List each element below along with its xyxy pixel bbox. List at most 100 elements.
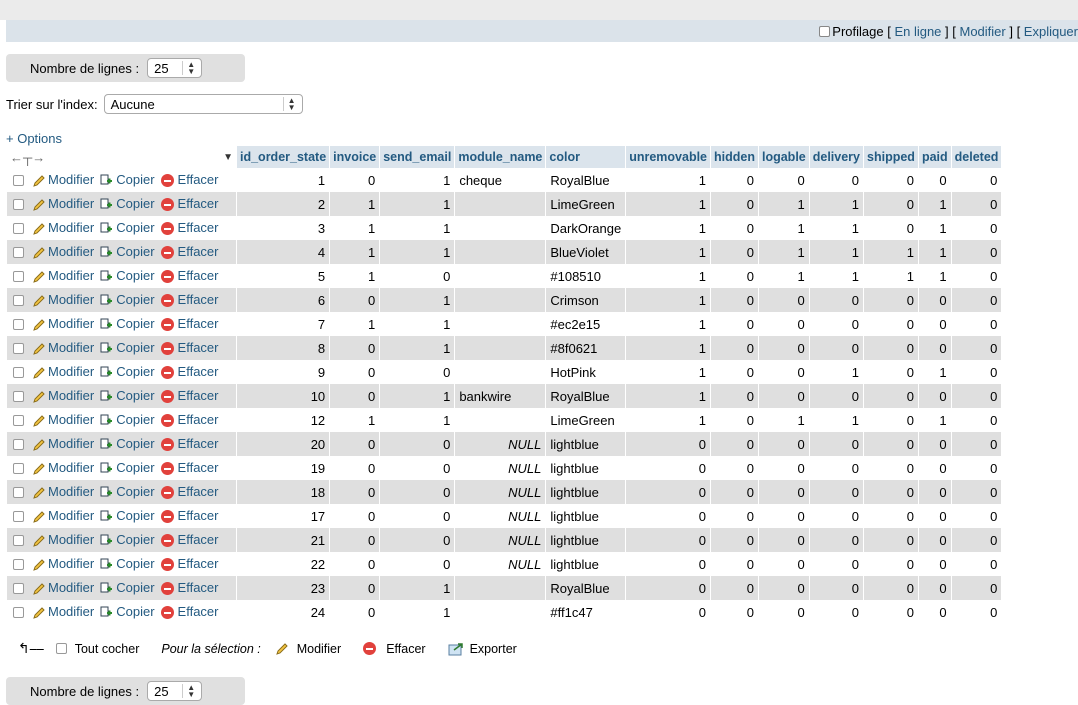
- row-checkbox[interactable]: [13, 175, 24, 187]
- cell-unremovable[interactable]: 1: [625, 192, 711, 216]
- column-header-color[interactable]: color: [545, 146, 626, 168]
- cell-deleted[interactable]: 0: [950, 408, 1002, 432]
- cell-invoice[interactable]: 0: [329, 360, 380, 384]
- cell-send-email[interactable]: 1: [379, 312, 455, 336]
- cell-paid[interactable]: 0: [917, 528, 952, 552]
- cell-hidden[interactable]: 0: [710, 504, 759, 528]
- cell-hidden[interactable]: 0: [710, 408, 759, 432]
- row-checkbox[interactable]: [13, 535, 24, 547]
- cell-module-name[interactable]: [454, 216, 546, 240]
- cell-id-order-state[interactable]: 18: [235, 480, 330, 504]
- cell-color[interactable]: DarkOrange: [545, 216, 626, 240]
- cell-shipped[interactable]: 0: [863, 312, 919, 336]
- cell-color[interactable]: #ff1c47: [545, 600, 626, 624]
- cell-logable[interactable]: 1: [757, 192, 810, 216]
- cell-shipped[interactable]: 0: [863, 432, 919, 456]
- cell-invoice[interactable]: 0: [329, 576, 380, 600]
- cell-logable[interactable]: 0: [757, 360, 810, 384]
- cell-color[interactable]: RoyalBlue: [545, 576, 626, 600]
- cell-deleted[interactable]: 0: [950, 480, 1002, 504]
- row-edit-link[interactable]: Modifier: [32, 268, 94, 283]
- row-edit-link[interactable]: Modifier: [32, 388, 94, 403]
- cell-color[interactable]: LimeGreen: [545, 408, 626, 432]
- cell-logable[interactable]: 0: [757, 312, 810, 336]
- bulk-delete-button[interactable]: Effacer: [363, 642, 426, 656]
- row-delete-link[interactable]: Effacer: [160, 436, 219, 452]
- cell-logable[interactable]: 0: [757, 600, 810, 624]
- cell-hidden[interactable]: 0: [710, 216, 759, 240]
- row-edit-link[interactable]: Modifier: [32, 172, 94, 187]
- cell-shipped[interactable]: 0: [863, 336, 919, 360]
- cell-delivery[interactable]: 0: [808, 456, 864, 480]
- edit-query-link[interactable]: Modifier: [959, 23, 1006, 39]
- row-delete-link[interactable]: Effacer: [160, 460, 219, 476]
- cell-module-name[interactable]: bankwire: [454, 384, 546, 408]
- cell-deleted[interactable]: 0: [950, 192, 1002, 216]
- cell-logable[interactable]: 0: [757, 480, 810, 504]
- cell-logable[interactable]: 0: [757, 336, 810, 360]
- rows-per-page-select[interactable]: 25 ▲ ▼: [147, 681, 203, 701]
- row-copy-link[interactable]: Copier: [100, 412, 155, 427]
- cell-send-email[interactable]: 0: [379, 264, 455, 288]
- row-edit-link[interactable]: Modifier: [32, 340, 94, 355]
- cell-send-email[interactable]: 0: [379, 480, 455, 504]
- cell-deleted[interactable]: 0: [950, 432, 1002, 456]
- cell-paid[interactable]: 0: [917, 288, 952, 312]
- column-header-logable[interactable]: logable: [757, 146, 810, 168]
- column-visibility-dropdown-icon[interactable]: ▼: [223, 151, 233, 163]
- cell-deleted[interactable]: 0: [950, 504, 1002, 528]
- cell-send-email[interactable]: 0: [379, 528, 455, 552]
- cell-hidden[interactable]: 0: [710, 264, 759, 288]
- row-copy-link[interactable]: Copier: [100, 172, 155, 187]
- cell-hidden[interactable]: 0: [710, 360, 759, 384]
- cell-id-order-state[interactable]: 7: [235, 312, 330, 336]
- row-edit-link[interactable]: Modifier: [32, 292, 94, 307]
- cell-module-name[interactable]: NULL: [454, 552, 546, 576]
- row-edit-link[interactable]: Modifier: [32, 436, 94, 451]
- row-edit-link[interactable]: Modifier: [32, 484, 94, 499]
- row-copy-link[interactable]: Copier: [100, 196, 155, 211]
- cell-id-order-state[interactable]: 17: [235, 504, 330, 528]
- row-delete-link[interactable]: Effacer: [160, 388, 219, 404]
- row-checkbox[interactable]: [13, 295, 24, 307]
- row-copy-link[interactable]: Copier: [100, 460, 155, 475]
- cell-hidden[interactable]: 0: [710, 288, 759, 312]
- cell-hidden[interactable]: 0: [710, 168, 759, 192]
- cell-delivery[interactable]: 1: [808, 264, 864, 288]
- cell-id-order-state[interactable]: 24: [235, 600, 330, 624]
- cell-color[interactable]: lightblue: [545, 432, 626, 456]
- bulk-export-button[interactable]: Exporter: [448, 642, 517, 656]
- cell-id-order-state[interactable]: 20: [235, 432, 330, 456]
- cell-hidden[interactable]: 0: [710, 480, 759, 504]
- row-delete-link[interactable]: Effacer: [160, 508, 219, 524]
- cell-paid[interactable]: 0: [917, 456, 952, 480]
- cell-shipped[interactable]: 0: [863, 360, 919, 384]
- row-checkbox[interactable]: [13, 583, 24, 595]
- cell-module-name[interactable]: NULL: [454, 456, 546, 480]
- cell-unremovable[interactable]: 0: [625, 552, 711, 576]
- cell-send-email[interactable]: 0: [379, 456, 455, 480]
- explain-link[interactable]: Expliquer: [1023, 23, 1078, 39]
- cell-invoice[interactable]: 0: [329, 552, 380, 576]
- row-checkbox[interactable]: [13, 343, 24, 355]
- cell-color[interactable]: lightblue: [545, 552, 626, 576]
- cell-delivery[interactable]: 0: [808, 504, 864, 528]
- column-header-module-name[interactable]: module_name: [454, 146, 546, 168]
- cell-invoice[interactable]: 1: [329, 312, 380, 336]
- cell-paid[interactable]: 0: [917, 600, 952, 624]
- cell-invoice[interactable]: 0: [329, 480, 380, 504]
- cell-logable[interactable]: 1: [757, 240, 810, 264]
- row-copy-link[interactable]: Copier: [100, 484, 155, 499]
- row-copy-link[interactable]: Copier: [100, 244, 155, 259]
- cell-module-name[interactable]: NULL: [454, 432, 546, 456]
- cell-unremovable[interactable]: 0: [625, 600, 711, 624]
- cell-delivery[interactable]: 0: [808, 576, 864, 600]
- cell-shipped[interactable]: 0: [863, 216, 919, 240]
- cell-deleted[interactable]: 0: [950, 384, 1002, 408]
- row-checkbox[interactable]: [13, 247, 24, 259]
- cell-hidden[interactable]: 0: [710, 576, 759, 600]
- cell-unremovable[interactable]: 0: [625, 504, 711, 528]
- cell-paid[interactable]: 0: [917, 552, 952, 576]
- cell-logable[interactable]: 0: [757, 576, 810, 600]
- cell-deleted[interactable]: 0: [950, 336, 1002, 360]
